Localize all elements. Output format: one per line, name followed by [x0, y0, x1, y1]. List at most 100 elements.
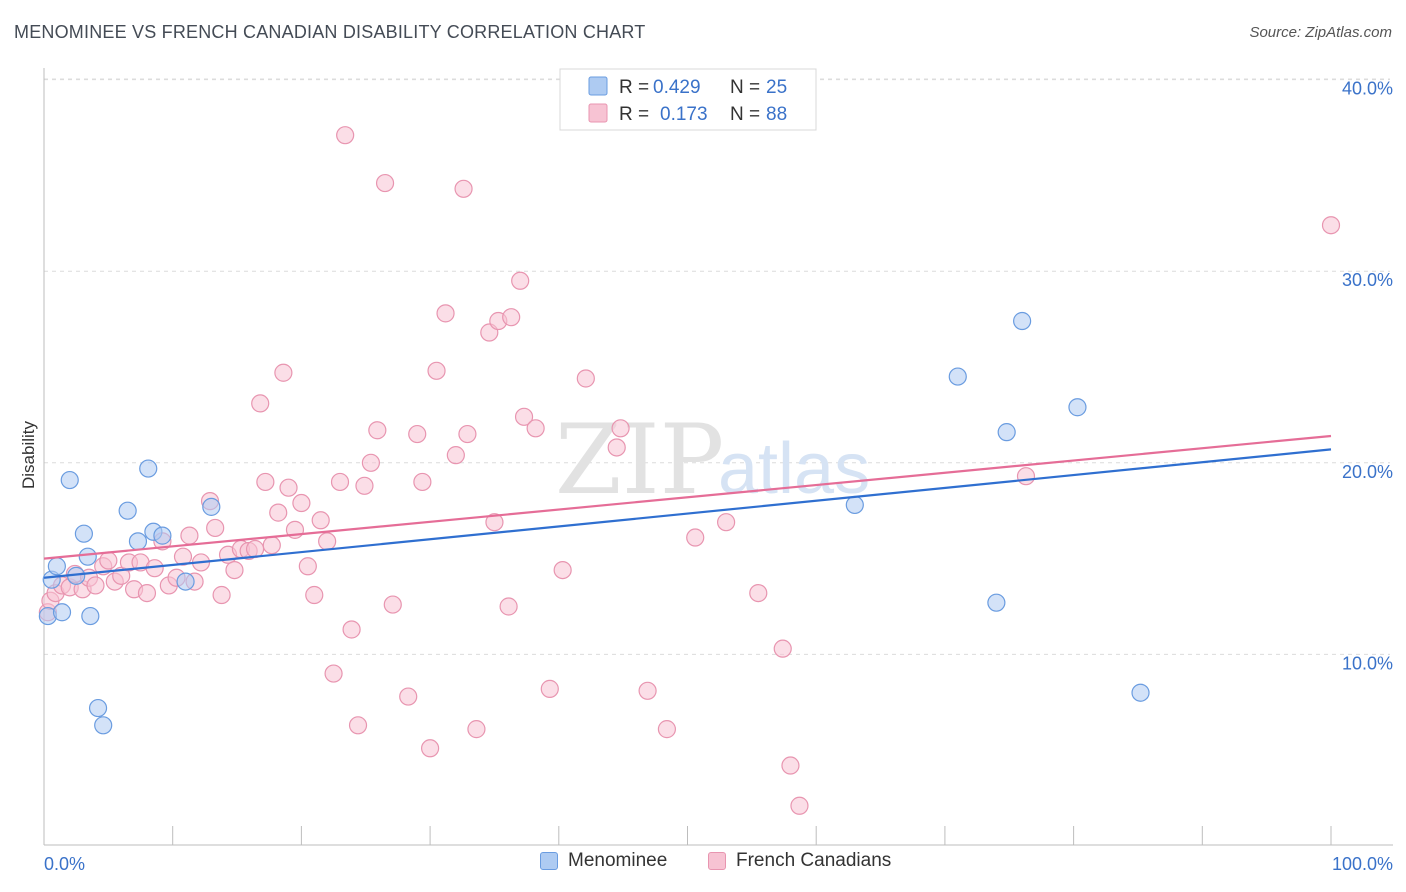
french-canadians-point-78 — [638, 681, 657, 700]
french-canadians-point-41 — [298, 557, 317, 576]
menominee-point-8 — [81, 606, 100, 626]
french-canadians-point-53 — [375, 173, 395, 193]
french-canadians-point-73 — [540, 679, 559, 698]
french-canadians-point-58 — [421, 739, 440, 758]
french-canadians-point-76 — [607, 438, 626, 457]
menominee-point-24 — [1131, 683, 1150, 702]
french-canadians-point-63 — [458, 424, 477, 444]
menominee-point-20 — [987, 593, 1006, 612]
menominee-point-19 — [948, 367, 967, 386]
french-canadians-point-29 — [225, 560, 244, 580]
legend-n-value-2: 88 — [766, 104, 787, 125]
legend-swatch-blue — [540, 852, 558, 870]
menominee-point-18 — [845, 495, 864, 515]
legend-top: R = 0.429 N = 25 R = 0.173 N = 88 — [559, 68, 817, 131]
french-canadians-point-77 — [611, 419, 630, 438]
french-canadians-point-47 — [336, 126, 355, 145]
legend-bottom: Menominee French Canadians — [0, 850, 1406, 880]
french-canadians-point-45 — [324, 664, 343, 683]
french-canadians-point-82 — [749, 583, 768, 603]
chart-title: MENOMINEE VS FRENCH CANADIAN DISABILITY … — [14, 22, 646, 42]
legend-r-value-2: 0.173 — [660, 104, 708, 125]
french-canadians-point-10 — [99, 551, 118, 570]
french-canadians-point-40 — [292, 493, 311, 513]
french-canadians-point-52 — [368, 421, 387, 440]
menominee-point-4 — [60, 470, 79, 490]
menominee-point-6 — [74, 524, 93, 543]
menominee-point-10 — [94, 716, 113, 735]
french-canadians-point-21 — [173, 547, 193, 566]
y-axis-label: Disability — [19, 420, 38, 489]
menominee-point-15 — [153, 526, 172, 545]
french-canadians-point-86 — [1016, 467, 1036, 486]
french-canadians-point-83 — [773, 639, 792, 658]
menominee-point-2 — [47, 557, 66, 576]
menominee-points — [38, 311, 1150, 735]
legend-item-menominee[interactable]: Menominee — [540, 850, 667, 872]
legend-n-label-2: N = — [730, 104, 765, 125]
grid — [44, 78, 1390, 655]
legend-r-label-1: R = — [619, 77, 654, 98]
french-canadians-point-87 — [1321, 216, 1341, 235]
french-canadians-point-33 — [251, 394, 270, 413]
french-canadians-point-43 — [311, 511, 330, 530]
menominee-point-13 — [139, 459, 158, 478]
french-canadians-point-51 — [361, 453, 380, 472]
legend-r-value-1: 0.429 — [653, 77, 701, 98]
french-canadians-point-75 — [576, 369, 595, 388]
french-canadians-point-80 — [686, 528, 705, 547]
french-canadians-point-26 — [206, 518, 225, 538]
french-canadians-point-79 — [657, 720, 677, 739]
french-canadians-point-85 — [790, 796, 809, 815]
legend-swatch-pink — [708, 852, 726, 870]
french-canadians-point-81 — [717, 513, 736, 532]
french-canadians-point-72 — [526, 419, 545, 438]
menominee-point-9 — [88, 698, 108, 718]
french-canadians-point-57 — [413, 472, 432, 492]
source-label: Source: ZipAtlas.com — [1249, 24, 1392, 41]
legend-label-french-canadians: French Canadians — [736, 850, 892, 871]
legend-n-label-1: N = — [730, 77, 765, 98]
menominee-point-22 — [1013, 311, 1032, 331]
french-canadians-point-54 — [383, 595, 402, 614]
french-canadians-point-64 — [467, 720, 486, 739]
legend-swatch-french-canadians — [588, 103, 608, 123]
french-canadians-point-36 — [269, 503, 288, 522]
tick-labels: 10.0% 20.0% 30.0% 40.0% 0.0% 100.0% — [44, 79, 1393, 874]
menominee-point-23 — [1068, 398, 1087, 417]
menominee-point-16 — [176, 572, 195, 591]
menominee-trend-line — [43, 448, 1332, 579]
axes — [43, 68, 1393, 846]
french-canadians-point-71 — [514, 407, 534, 426]
legend-item-french-canadians[interactable]: French Canadians — [708, 850, 891, 872]
french-canadians-point-38 — [279, 478, 298, 497]
french-canadians-point-48 — [342, 620, 361, 639]
watermark-zip: ZIP — [555, 404, 724, 516]
french-canadians-point-44 — [318, 532, 337, 551]
menominee-point-12 — [128, 532, 148, 551]
menominee-point-11 — [118, 501, 137, 520]
french-canadians-point-8 — [86, 576, 105, 595]
y-tick-label-20: 20.0% — [1342, 462, 1393, 482]
french-canadians-point-37 — [274, 363, 293, 382]
french-canadians-point-32 — [245, 539, 265, 559]
french-canadians-point-50 — [355, 476, 374, 495]
french-canadians-point-59 — [427, 361, 446, 380]
y-tick-label-10: 10.0% — [1342, 653, 1393, 673]
french-canadians-point-56 — [408, 424, 427, 444]
french-canadians-trend-line — [43, 434, 1332, 560]
trend-lines — [43, 434, 1332, 579]
french-canadians-point-62 — [454, 179, 473, 198]
french-canadians-point-84 — [781, 756, 800, 775]
french-canadians-points — [38, 126, 1341, 815]
legend-r-label-2: R = — [619, 104, 654, 125]
french-canadians-point-69 — [502, 308, 521, 327]
french-canadians-point-27 — [212, 585, 231, 605]
french-canadians-point-68 — [499, 597, 518, 616]
y-tick-label-30: 30.0% — [1342, 270, 1393, 290]
x-tick-label-max: 100.0% — [1332, 854, 1393, 874]
french-canadians-point-49 — [348, 716, 368, 735]
legend-label-menominee: Menominee — [568, 850, 668, 871]
french-canadians-point-60 — [436, 304, 455, 323]
